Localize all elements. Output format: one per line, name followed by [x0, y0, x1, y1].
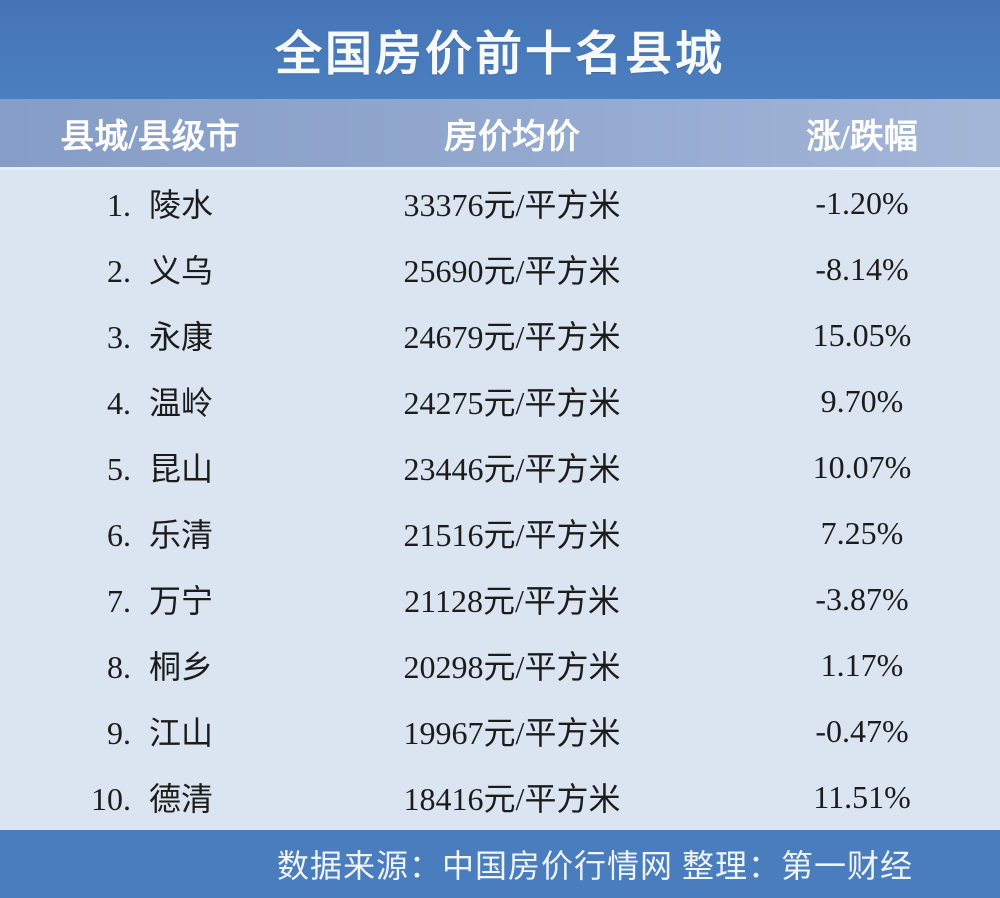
rank-number: 7. [106, 583, 131, 619]
county-cell: 7. 万宁 [0, 576, 300, 622]
change-cell: -0.47% [815, 712, 909, 749]
change-cell: -1.20% [815, 184, 909, 221]
county-name: 万宁 [148, 583, 213, 619]
county-name: 温岭 [148, 385, 213, 421]
poster-title: 全国房价前十名县城 [275, 29, 725, 81]
county-cell: 10. 德清 [0, 774, 300, 820]
rank-number: 10. [90, 781, 131, 817]
rank-number: 5. [106, 451, 131, 487]
rank-number: 8. [106, 649, 131, 685]
county-cell: 5. 昆山 [0, 444, 300, 490]
change-cell: -3.87% [815, 580, 909, 617]
price-cell: 24275元/平方米 [403, 385, 621, 421]
change-cell: 15.05% [812, 316, 912, 353]
table-row: 10. 德清 18416元/平方米 11.51% [0, 764, 1000, 830]
table-row: 5. 昆山 23446元/平方米 10.07% [0, 434, 1000, 500]
county-cell: 2. 义乌 [0, 246, 300, 292]
price-cell: 33376元/平方米 [403, 187, 621, 223]
rank-number: 9. [106, 715, 131, 751]
table-row: 3. 永康 24679元/平方米 15.05% [0, 302, 1000, 368]
change-cell: -8.14% [815, 250, 909, 287]
price-cell: 23446元/平方米 [403, 451, 621, 487]
table-row: 7. 万宁 21128元/平方米 -3.87% [0, 566, 1000, 632]
price-cell: 18416元/平方米 [403, 781, 621, 817]
table-row: 4. 温岭 24275元/平方米 9.70% [0, 368, 1000, 434]
change-cell: 9.70% [820, 382, 904, 419]
rank-number: 1. [106, 187, 131, 223]
source-footer: 数据来源：中国房价行情网 整理：第一财经 [0, 830, 1000, 898]
change-cell: 10.07% [812, 448, 912, 485]
table-row: 9. 江山 19967元/平方米 -0.47% [0, 698, 1000, 764]
title-bar: 全国房价前十名县城 [0, 0, 1000, 99]
price-cell: 21516元/平方米 [403, 517, 621, 553]
county-cell: 3. 永康 [0, 312, 300, 358]
rank-number: 2. [106, 253, 131, 289]
price-cell: 19967元/平方米 [403, 715, 621, 751]
table-row: 6. 乐清 21516元/平方米 7.25% [0, 500, 1000, 566]
county-name: 江山 [148, 715, 213, 751]
price-cell: 24679元/平方米 [403, 319, 621, 355]
county-name: 永康 [148, 319, 213, 355]
rank-number: 6. [106, 517, 131, 553]
table-body: 1. 陵水 33376元/平方米 -1.20% 2. 义乌 25690元/平方米… [0, 170, 1000, 830]
rank-number: 4. [106, 385, 131, 421]
price-cell: 25690元/平方米 [403, 253, 621, 289]
change-cell: 11.51% [813, 778, 911, 815]
price-cell: 21128元/平方米 [404, 583, 620, 619]
county-cell: 9. 江山 [0, 708, 300, 754]
county-name: 德清 [148, 781, 213, 817]
table-row: 1. 陵水 33376元/平方米 -1.20% [0, 170, 1000, 236]
source-text: 数据来源：中国房价行情网 整理：第一财经 [276, 848, 913, 884]
change-cell: 1.17% [820, 646, 904, 683]
county-cell: 8. 桐乡 [0, 642, 300, 688]
county-name: 义乌 [148, 253, 213, 289]
rank-number: 3. [106, 319, 131, 355]
county-name: 陵水 [148, 187, 213, 223]
table-row: 2. 义乌 25690元/平方米 -8.14% [0, 236, 1000, 302]
county-cell: 6. 乐清 [0, 510, 300, 556]
county-name: 桐乡 [148, 649, 213, 685]
table-header-row: 县城/县级市 房价均价 涨/跌幅 [0, 99, 1000, 170]
column-header-change: 涨/跌幅 [806, 118, 918, 156]
price-cell: 20298元/平方米 [403, 649, 621, 685]
column-header-price: 房价均价 [444, 118, 580, 156]
change-cell: 7.25% [820, 514, 904, 551]
table-row: 8. 桐乡 20298元/平方米 1.17% [0, 632, 1000, 698]
county-cell: 4. 温岭 [0, 378, 300, 424]
column-header-county: 县城/县级市 [60, 118, 240, 156]
county-name: 昆山 [148, 451, 213, 487]
county-name: 乐清 [148, 517, 213, 553]
county-cell: 1. 陵水 [0, 180, 300, 226]
